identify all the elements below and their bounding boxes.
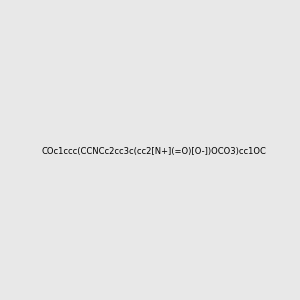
Text: COc1ccc(CCNCc2cc3c(cc2[N+](=O)[O-])OCO3)cc1OC: COc1ccc(CCNCc2cc3c(cc2[N+](=O)[O-])OCO3)… [41, 147, 266, 156]
